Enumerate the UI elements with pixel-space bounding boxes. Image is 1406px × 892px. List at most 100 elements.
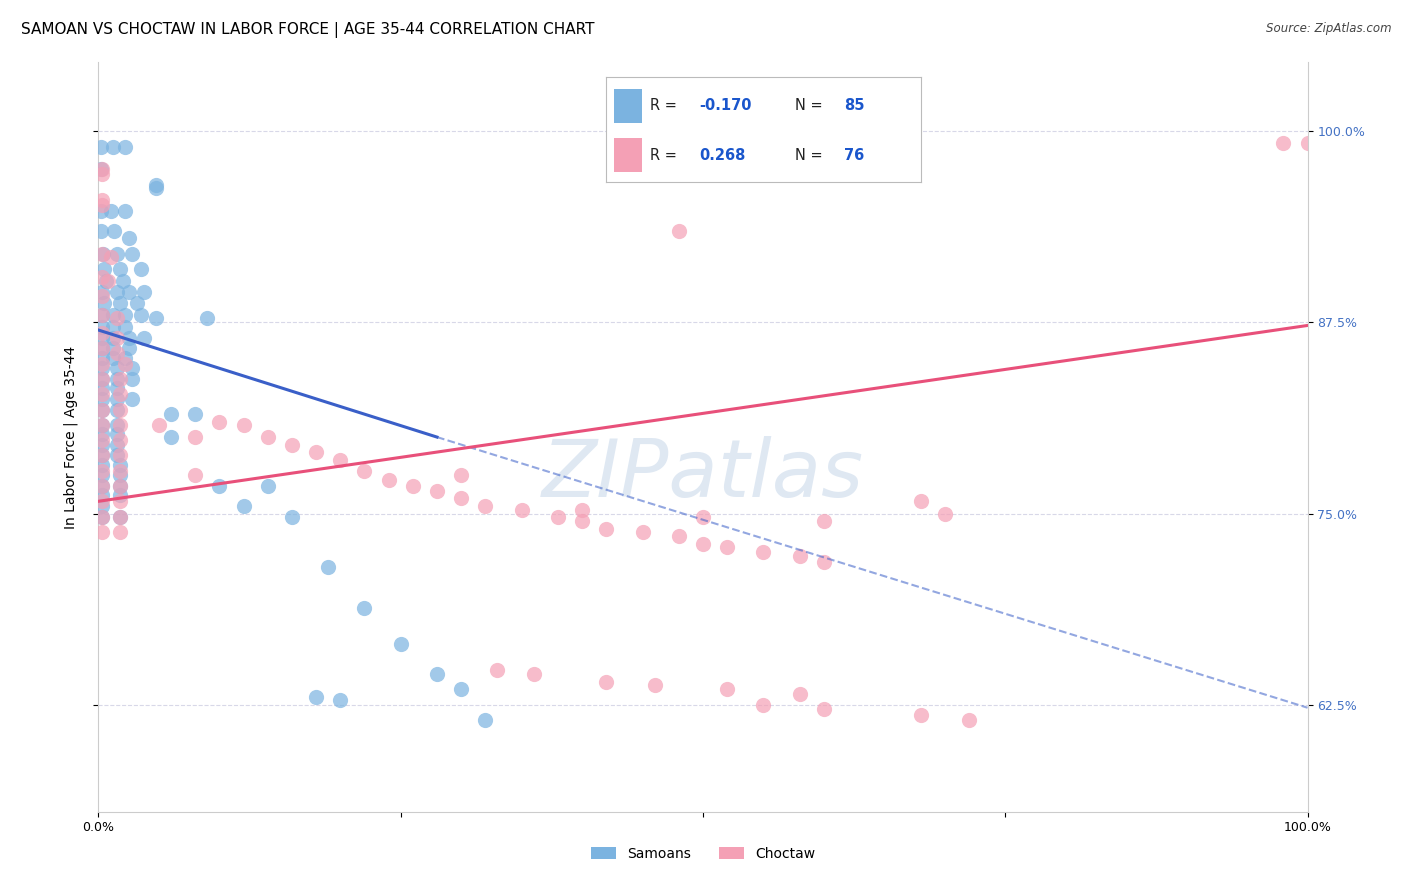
Point (668, 529, 690, 543)
Y-axis label: In Labor Force | Age 35-44: In Labor Force | Age 35-44 (63, 345, 77, 529)
Point (377, 473, 399, 487)
Text: Source: ZipAtlas.com: Source: ZipAtlas.com (1267, 22, 1392, 36)
Point (789, 687, 811, 701)
Point (813, 514, 835, 528)
Point (97, 274, 120, 288)
Text: SAMOAN VS CHOCTAW IN LABOR FORCE | AGE 35-44 CORRELATION CHART: SAMOAN VS CHOCTAW IN LABOR FORCE | AGE 3… (21, 22, 595, 38)
Point (90, 203, 112, 218)
Point (91, 381, 114, 395)
Point (145, 181, 167, 195)
Point (134, 285, 156, 299)
Point (91, 167, 114, 181)
Point (90, 224, 112, 238)
Point (114, 357, 136, 371)
Point (232, 417, 254, 432)
Point (631, 524, 654, 539)
Point (91, 464, 114, 478)
Point (813, 556, 835, 570)
Point (644, 678, 666, 692)
Point (910, 494, 932, 508)
Point (93, 295, 115, 310)
Point (114, 203, 136, 218)
Point (910, 708, 932, 723)
Point (108, 509, 131, 524)
Point (91, 449, 114, 463)
Point (160, 430, 183, 444)
Point (316, 560, 339, 574)
Point (101, 351, 124, 365)
Point (329, 453, 352, 467)
Point (111, 274, 134, 288)
Point (100, 250, 122, 264)
Point (329, 693, 352, 707)
Point (108, 295, 131, 310)
Point (108, 468, 131, 483)
Point (108, 464, 131, 478)
Point (118, 331, 141, 345)
Point (108, 479, 131, 493)
Point (91, 524, 114, 539)
Point (101, 331, 124, 345)
Point (91, 246, 114, 260)
Point (752, 698, 775, 712)
Point (105, 417, 128, 432)
Point (101, 308, 124, 322)
Point (91, 197, 114, 211)
Point (114, 139, 136, 153)
Point (90, 139, 112, 153)
Point (813, 702, 835, 716)
Point (91, 468, 114, 483)
Point (91, 449, 114, 463)
Point (91, 499, 114, 513)
Point (474, 713, 496, 727)
Point (91, 427, 114, 442)
Point (101, 139, 124, 153)
Legend: Samoans, Choctaw: Samoans, Choctaw (591, 847, 815, 861)
Point (91, 509, 114, 524)
Point (108, 387, 131, 401)
Point (353, 464, 375, 478)
Point (127, 295, 149, 310)
Point (90, 162, 112, 177)
Point (91, 162, 114, 177)
Point (105, 372, 128, 386)
Point (91, 479, 114, 493)
Point (105, 381, 128, 395)
Point (716, 682, 738, 697)
Point (91, 357, 114, 371)
Point (91, 402, 114, 417)
Point (91, 392, 114, 406)
Point (91, 488, 114, 502)
Point (523, 667, 546, 681)
Point (108, 261, 131, 276)
Point (105, 427, 128, 442)
Point (91, 326, 114, 340)
Point (91, 342, 114, 356)
Point (105, 310, 128, 325)
Point (208, 479, 231, 493)
Point (118, 342, 141, 356)
Point (1296, 136, 1319, 151)
Point (195, 310, 218, 325)
Point (91, 417, 114, 432)
Point (108, 417, 131, 432)
Point (108, 509, 131, 524)
Point (91, 438, 114, 452)
Point (91, 331, 114, 345)
Point (148, 417, 170, 432)
Point (91, 417, 114, 432)
Point (91, 372, 114, 386)
Point (256, 479, 278, 493)
Point (716, 540, 738, 554)
Point (105, 246, 128, 260)
Point (547, 509, 569, 524)
Point (105, 361, 128, 376)
Point (101, 342, 124, 356)
Point (134, 331, 156, 345)
Point (91, 351, 114, 365)
Point (114, 320, 136, 334)
Point (94, 274, 117, 288)
Point (105, 346, 128, 360)
Point (208, 415, 231, 429)
Point (450, 468, 472, 483)
